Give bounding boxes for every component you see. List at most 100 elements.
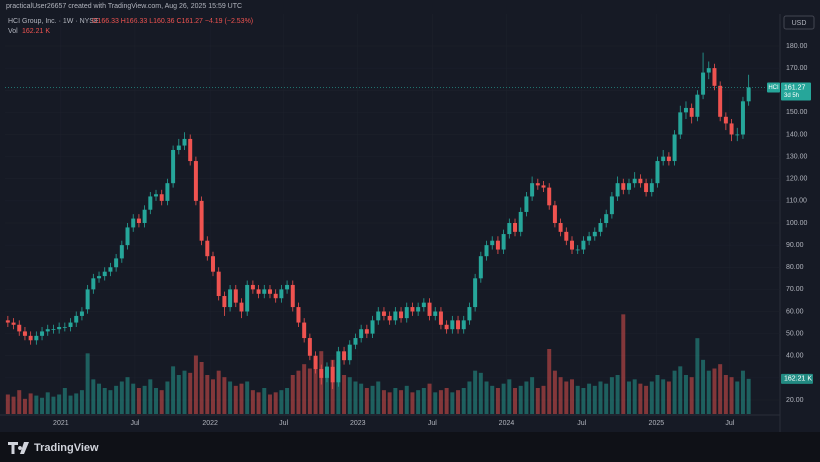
- volume-bar: [85, 353, 90, 414]
- candle-body: [535, 183, 540, 186]
- volume-bar: [17, 390, 22, 414]
- volume-bar: [450, 392, 455, 414]
- volume-bar: [438, 390, 443, 414]
- volume-bar: [131, 383, 136, 414]
- volume-bar: [91, 379, 96, 414]
- x-tick-label: Jul: [428, 420, 437, 427]
- candle-body: [746, 87, 751, 102]
- candle-body: [706, 68, 711, 73]
- volume-bar: [604, 383, 609, 414]
- candle-body: [404, 307, 409, 319]
- volume-bar: [473, 370, 478, 414]
- candle-body: [484, 245, 489, 257]
- candle-body: [171, 149, 176, 184]
- y-tick-label: 180.00: [786, 43, 808, 50]
- candle-body: [655, 161, 660, 184]
- currency-box[interactable]: [783, 15, 815, 30]
- volume-bar: [216, 370, 221, 414]
- volume-title: Vol: [8, 28, 18, 35]
- volume-bar: [570, 379, 574, 414]
- volume-bar: [661, 379, 666, 414]
- volume-bar: [701, 359, 706, 414]
- candle-body: [564, 231, 569, 241]
- candle-body: [552, 205, 557, 223]
- candle-body: [330, 366, 335, 383]
- volume-bar: [290, 375, 295, 414]
- candle-body: [342, 351, 347, 361]
- candle-body: [666, 156, 671, 162]
- volume-bar: [433, 392, 438, 414]
- candle-body: [148, 196, 153, 210]
- ohlc: O166.33 H166.33 L160.36 C161.27 −4.19 (−…: [92, 18, 253, 25]
- candle-body: [695, 94, 700, 117]
- candle-body: [302, 322, 307, 339]
- candle-body: [307, 338, 312, 356]
- y-tick-label: 90.00: [786, 242, 804, 249]
- volume-bar: [609, 377, 614, 414]
- candle-body: [518, 211, 523, 232]
- candle-body: [119, 245, 124, 259]
- x-tick-label: 2025: [649, 420, 665, 427]
- volume-bar: [102, 388, 107, 414]
- volume-bar: [416, 390, 421, 414]
- volume-bar: [250, 390, 255, 414]
- ticker: HCI: [768, 85, 779, 91]
- candle-body: [501, 234, 506, 250]
- volume-bar: [632, 379, 637, 414]
- volume-bar: [336, 364, 341, 414]
- volume-bar: [678, 366, 683, 414]
- candle-body: [689, 107, 694, 117]
- candle-body: [205, 240, 210, 257]
- candle-body: [626, 183, 631, 190]
- candle-body: [410, 307, 415, 312]
- candle-body: [285, 284, 290, 290]
- candle-body: [621, 183, 626, 190]
- currency[interactable]: USD: [792, 20, 807, 27]
- volume-bar: [490, 385, 495, 414]
- volume-bar: [501, 383, 506, 414]
- candle-body: [513, 223, 518, 232]
- y-tick-label: 100.00: [786, 220, 808, 227]
- candle-body: [644, 183, 649, 193]
- volume-bar: [729, 377, 734, 414]
- candle-body: [615, 183, 620, 197]
- candle-body: [387, 315, 392, 321]
- volume-bar: [97, 383, 102, 414]
- x-tick-label: Jul: [725, 420, 734, 427]
- volume-bar: [552, 370, 557, 414]
- volume-bar: [370, 385, 375, 414]
- y-tick-label: 70.00: [786, 286, 804, 293]
- y-tick-label: 130.00: [786, 153, 808, 160]
- volume-bar: [193, 355, 198, 414]
- logo: TradingView: [8, 442, 99, 454]
- candle-body: [649, 183, 654, 193]
- candle-body: [507, 223, 512, 235]
- volume-bar: [28, 393, 33, 414]
- candle-body: [57, 326, 62, 330]
- candle-body: [427, 302, 432, 316]
- volume-bar: [376, 381, 381, 414]
- candle-body: [296, 307, 301, 323]
- candle-body: [381, 311, 386, 316]
- x-tick-label: Jul: [279, 420, 288, 427]
- candle-body: [604, 214, 609, 223]
- candle-body: [444, 324, 449, 330]
- candle-body: [154, 194, 159, 197]
- candle-body: [273, 293, 278, 299]
- candle-body: [336, 351, 341, 383]
- volume-bar: [381, 390, 386, 414]
- candle-body: [729, 123, 734, 135]
- volume-bar: [182, 370, 187, 414]
- candle-body: [723, 116, 728, 124]
- candle-body: [11, 322, 16, 325]
- candle-body: [399, 311, 404, 319]
- volume-bar: [40, 397, 45, 414]
- candle-body: [74, 315, 79, 323]
- candle-body: [228, 289, 233, 308]
- volume-bar: [34, 395, 39, 414]
- volume-bar: [421, 388, 426, 414]
- candle-body: [609, 196, 614, 215]
- candle-body: [558, 223, 563, 232]
- volume-bar: [364, 388, 369, 414]
